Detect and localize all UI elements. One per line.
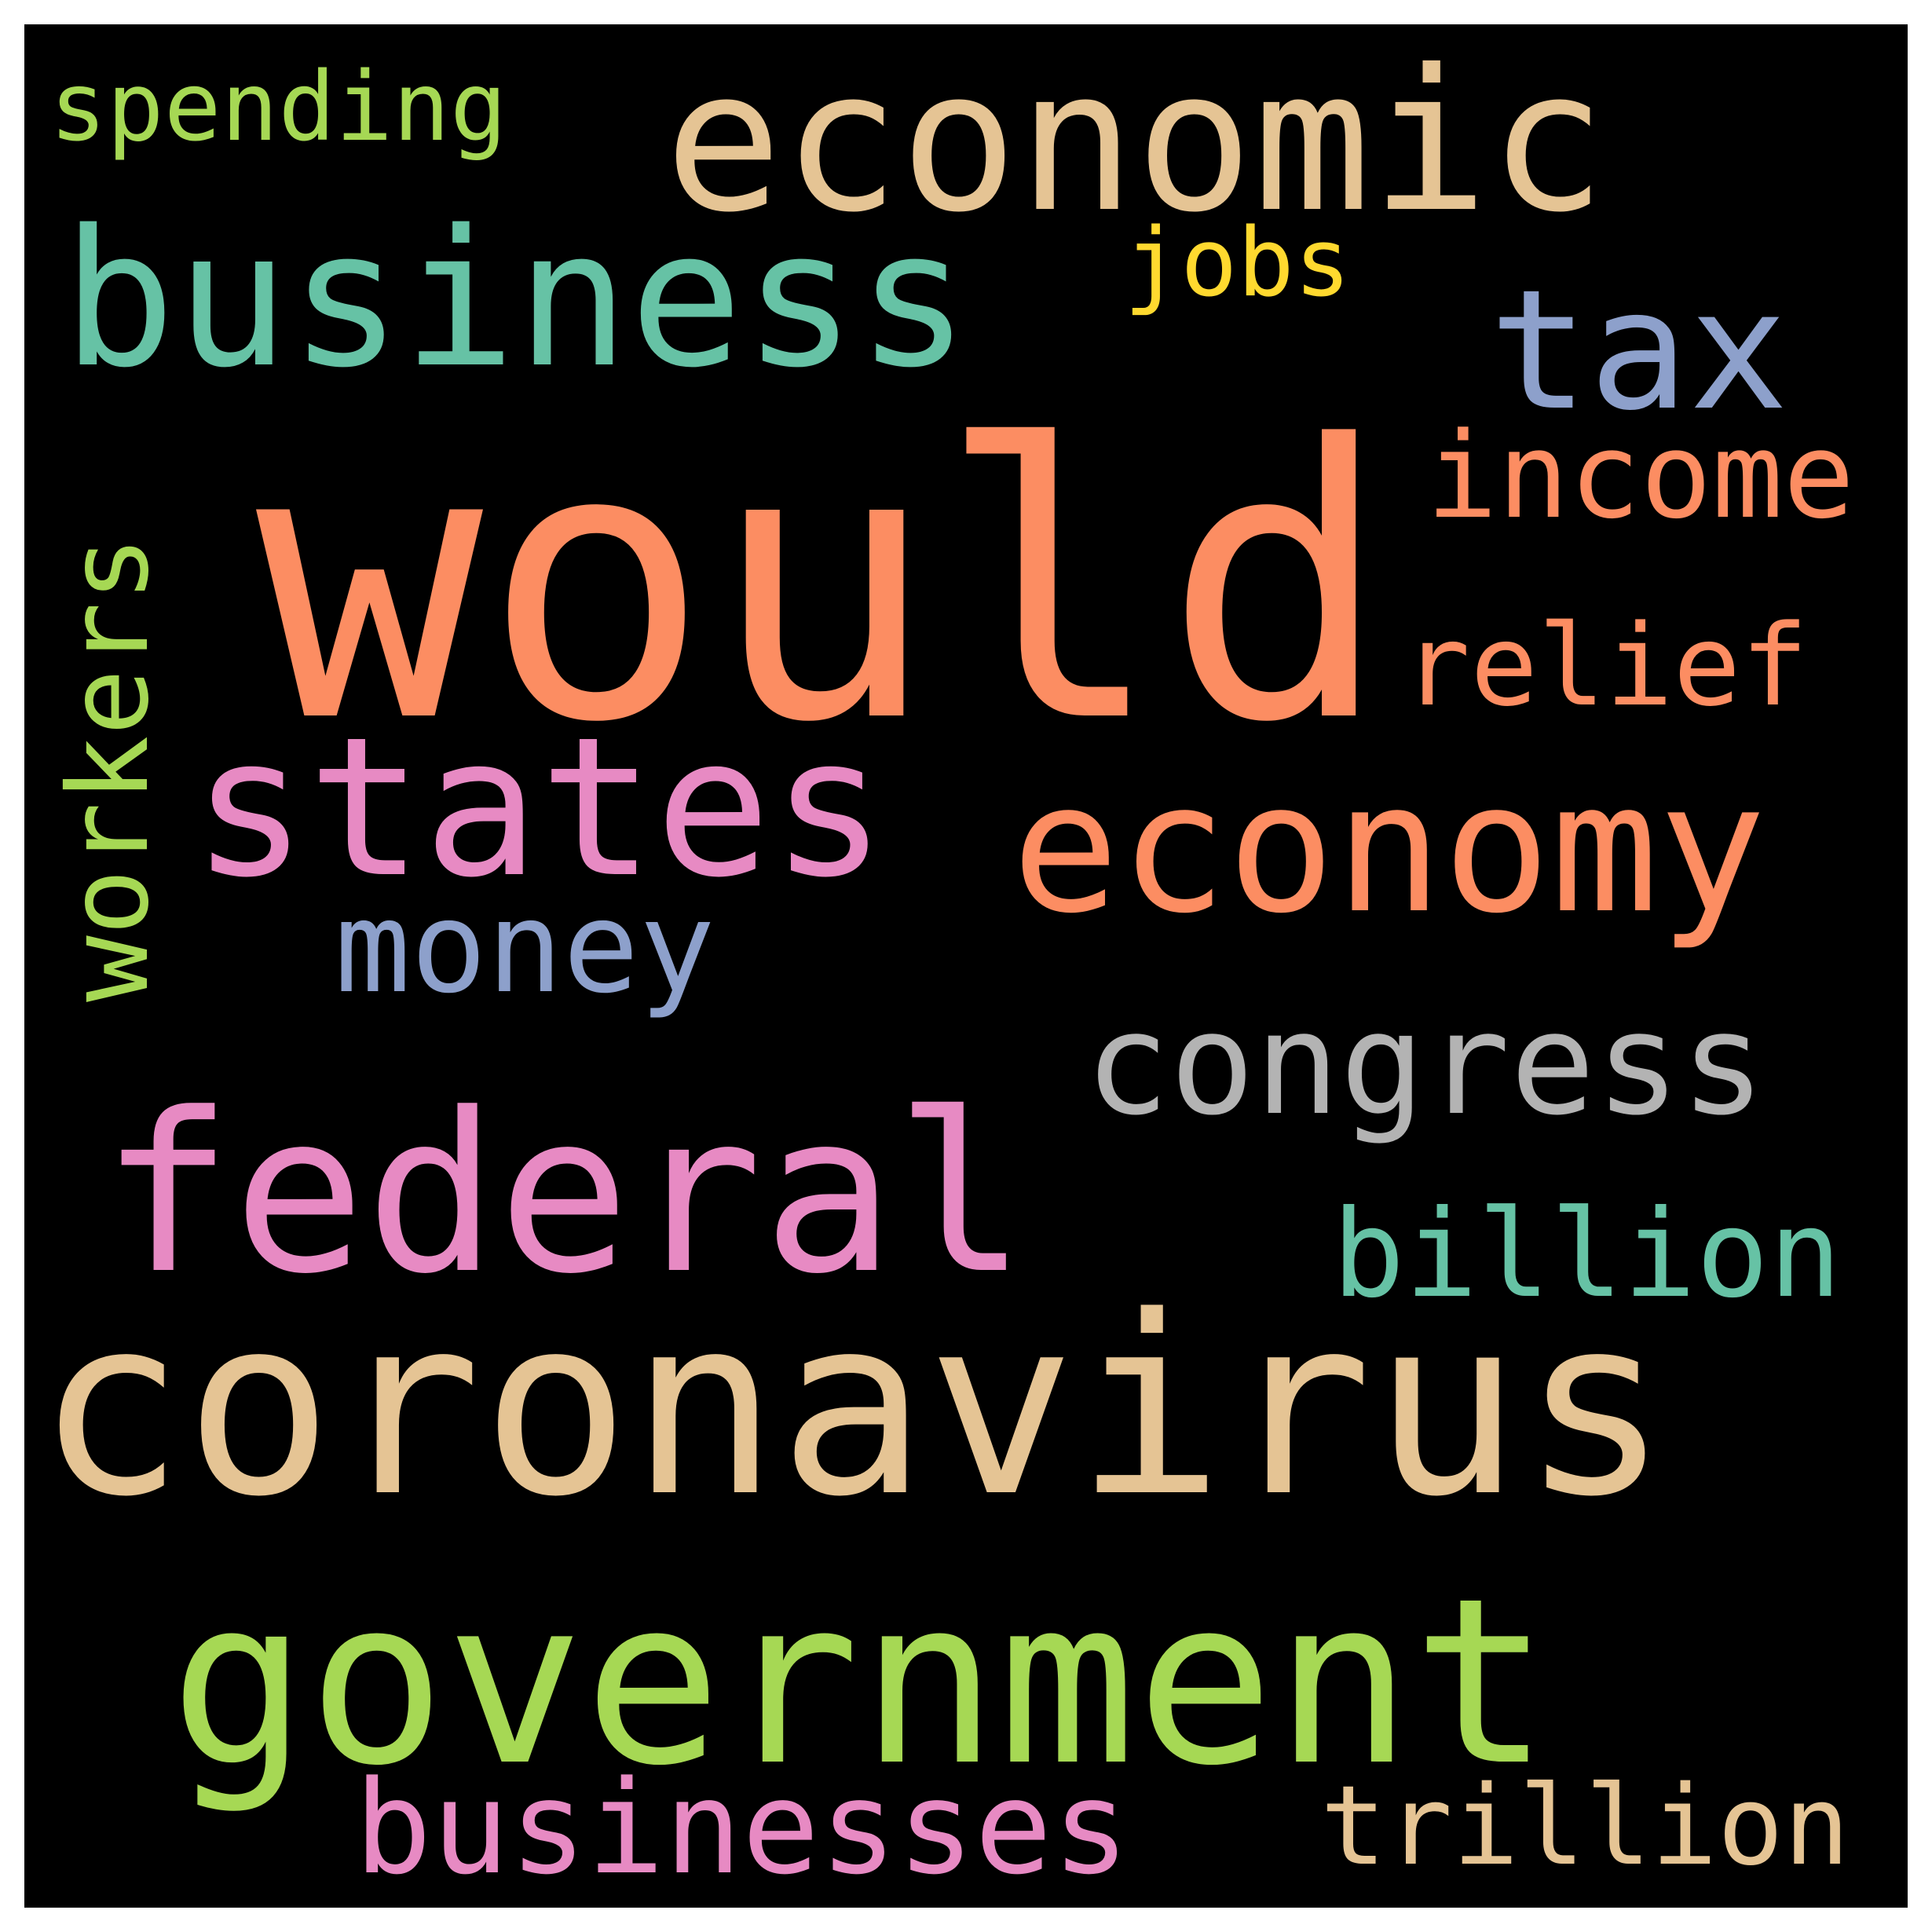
word-government: government [170,1549,1550,1816]
word-money: money [335,874,715,1021]
word-coronavirus: coronavirus [36,1264,1670,1551]
word-would: would [256,366,1391,805]
word-federal: federal [101,1067,1028,1323]
word-billion: billion [1332,1184,1842,1325]
word-jobs: jobs [1124,209,1351,318]
word-tax: tax [1489,254,1789,447]
word-economy: economy [1012,744,1766,953]
word-relief: relief [1403,600,1809,731]
word-income: income [1426,407,1855,545]
word-congress: congress [1085,982,1766,1147]
word-spending: spending [49,52,507,163]
word-workers: workers [45,535,174,1002]
word-states: states [192,696,887,920]
word-business: business [62,189,970,409]
word-economic: economic [664,27,1607,255]
word-trillion: trillion [1320,1762,1850,1890]
word-cloud-panel: would coronavirus government economic fe… [24,24,1908,1908]
word-businesses: businesses [354,1753,1130,1903]
